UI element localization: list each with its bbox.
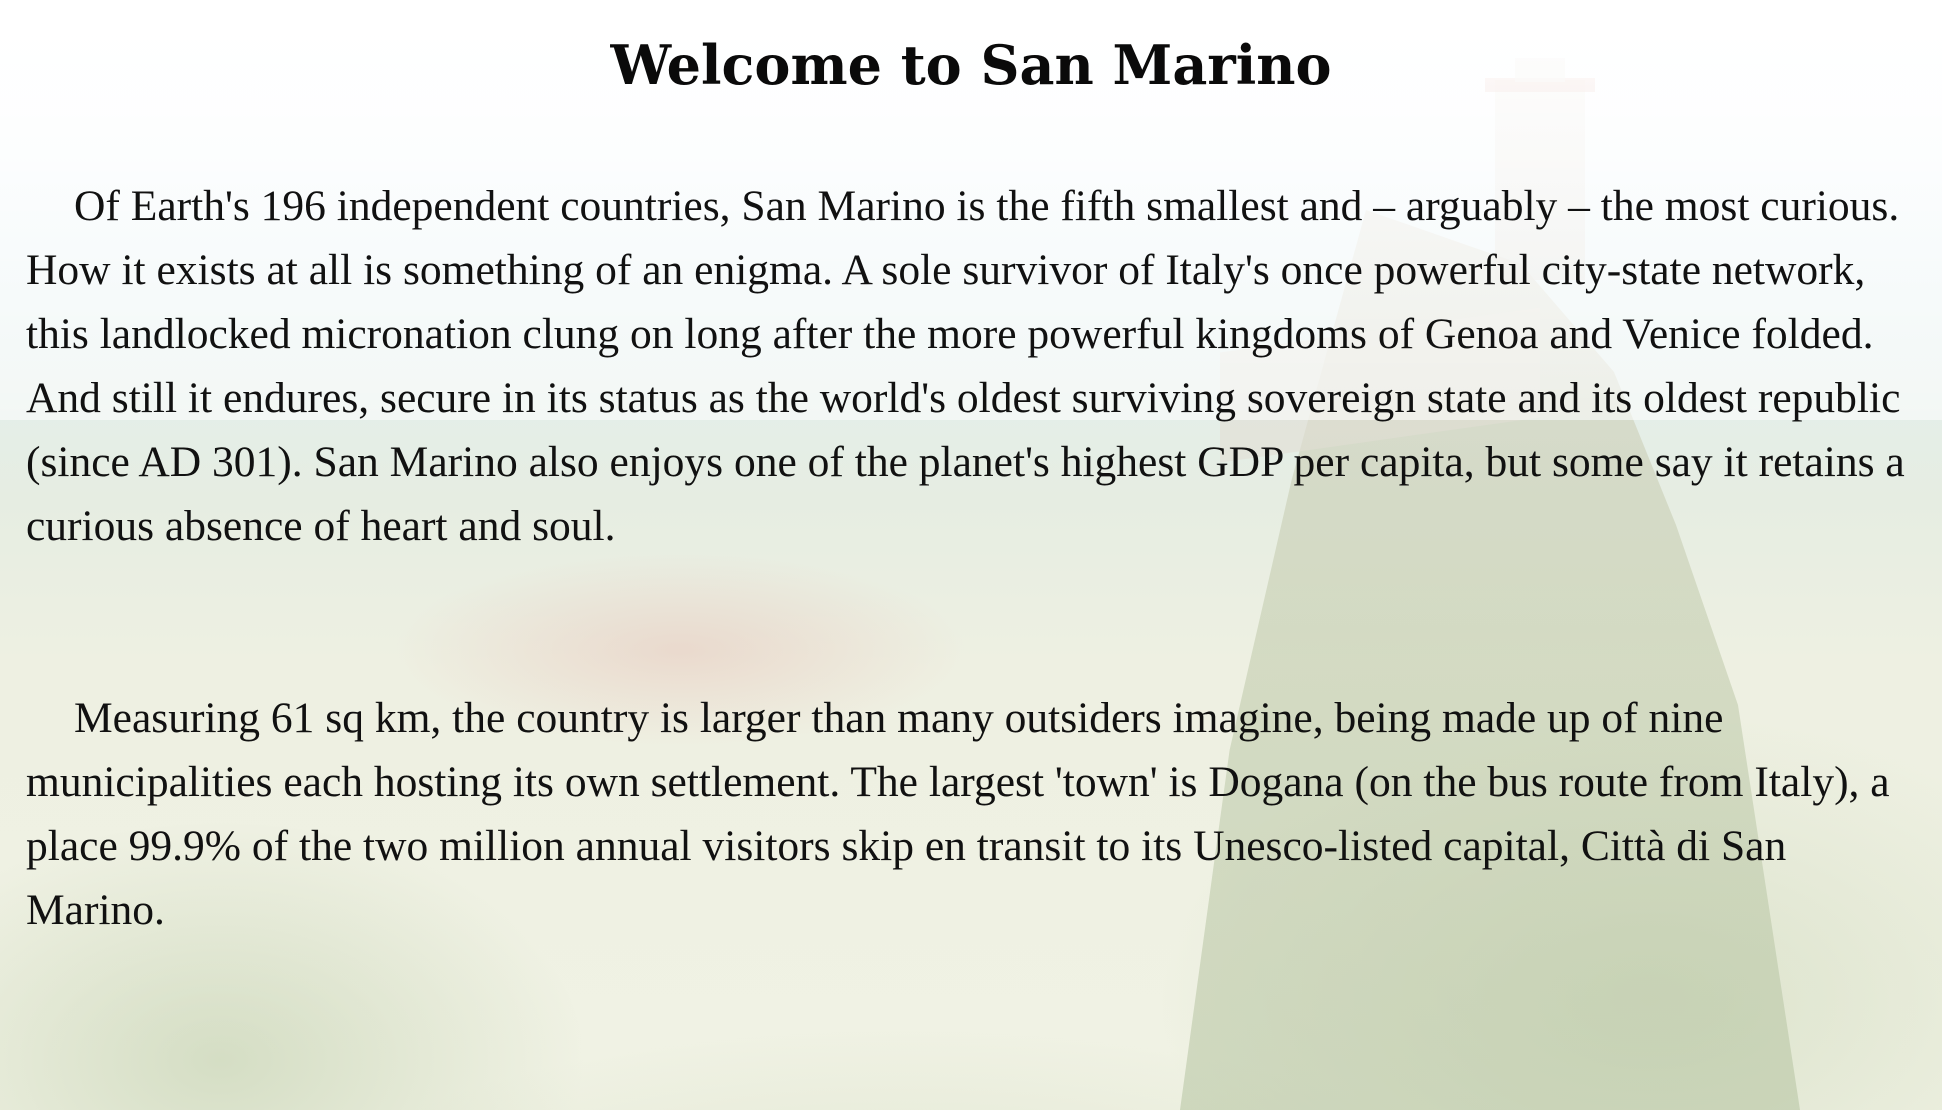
page-title: Welcome to San Marino [610, 33, 1332, 97]
background-town [300, 520, 1060, 780]
intro-paragraph: Of Earth's 196 independent countries, Sa… [26, 182, 1905, 550]
background-haze [0, 0, 1942, 420]
size-paragraph: Measuring 61 sq km, the country is large… [26, 694, 1890, 934]
